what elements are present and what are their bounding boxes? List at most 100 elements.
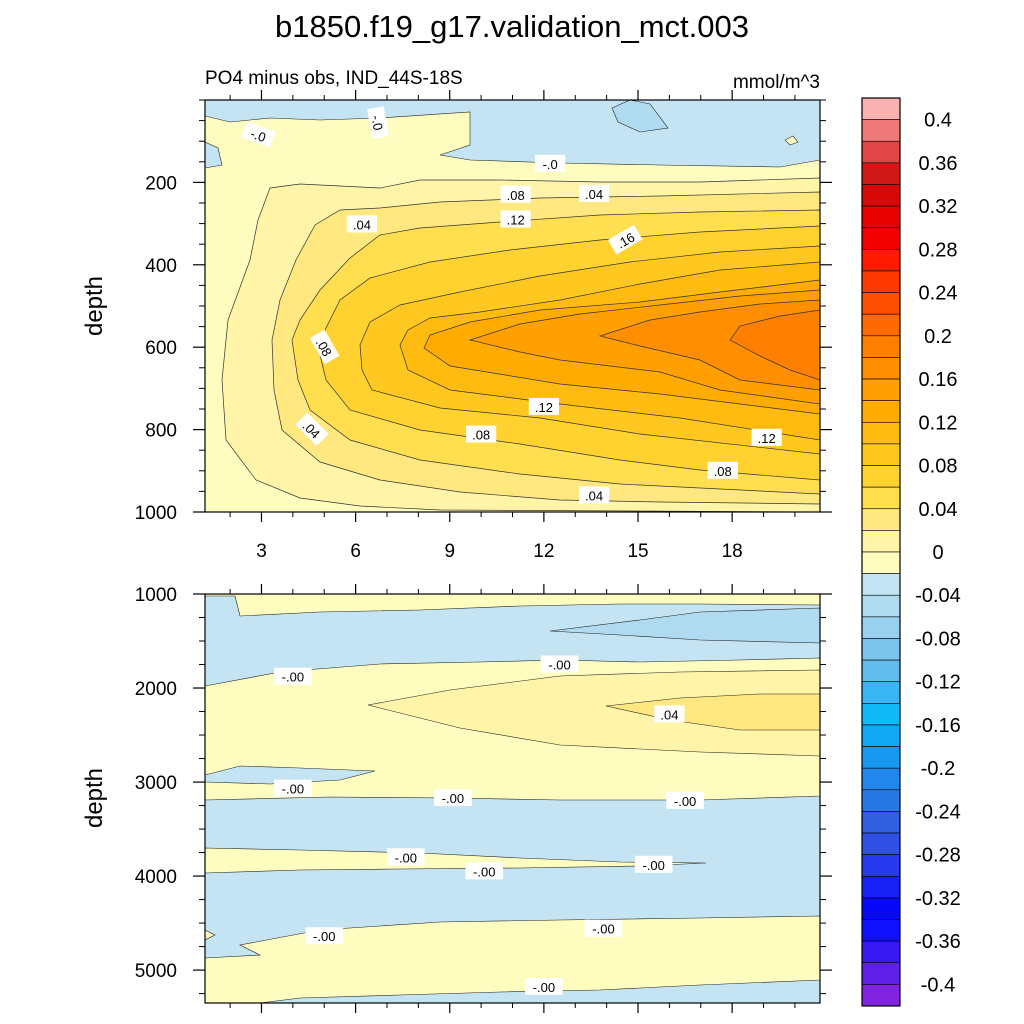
colorbar-swatch	[861, 249, 901, 272]
fill-negative-patch	[611, 100, 669, 133]
contour-label: .04	[654, 705, 685, 723]
contour-label: -.00	[465, 862, 504, 880]
contour-label: .12	[500, 210, 531, 228]
contour-label: -.0	[367, 106, 390, 139]
contour-label-text: -.00	[313, 929, 335, 944]
colorbar-label: 0.36	[919, 153, 958, 175]
chart-title: b1850.f19_g17.validation_mct.003	[275, 9, 749, 44]
colorbar-label: -0.2	[921, 758, 955, 780]
colorbar-swatch	[861, 270, 901, 293]
y-tick-label: 1000	[135, 503, 177, 524]
colorbar-swatch	[861, 421, 901, 445]
colorbar-swatch	[861, 875, 901, 899]
contour-label-text: .04	[660, 707, 678, 722]
contour-label: -.00	[305, 927, 344, 945]
colorbar-swatch	[861, 940, 901, 964]
colorbar-swatch	[861, 400, 901, 423]
contour-label-box	[434, 789, 472, 807]
colorbar-swatch	[861, 789, 901, 812]
colorbar-swatch	[861, 292, 901, 315]
contour-label: .04	[346, 215, 377, 233]
contour-label-box	[540, 655, 579, 673]
fill-0.02-to-0.04	[367, 669, 820, 757]
colorbar-swatch	[861, 140, 901, 164]
contour-label-box	[466, 425, 497, 443]
fill-negative-left	[205, 141, 223, 169]
fill-positive-4800-5300m	[205, 915, 820, 1003]
contour-label-box	[584, 919, 623, 937]
contour-label-box	[305, 927, 344, 945]
colorbar-label: -0.24	[915, 801, 961, 823]
contour-label: -.0	[535, 154, 566, 172]
colorbar-frame	[861, 97, 901, 1007]
contour-label-box	[528, 397, 559, 415]
colorbar-swatch	[861, 984, 901, 1007]
contour-label-text: -.00	[282, 670, 304, 685]
contour-label: .08	[466, 425, 497, 443]
colorbar-swatch	[861, 378, 901, 401]
contour-label-box	[274, 667, 312, 685]
contour-label-text: .12	[507, 212, 525, 227]
y-tick-label: 400	[145, 256, 177, 277]
colorbar-label: 0.12	[919, 412, 958, 434]
colorbar-swatch	[861, 335, 901, 358]
upper-ticks: 3 6 9 12 15 18 200 400 600 800 1000	[135, 90, 832, 562]
colorbar-swatch	[861, 530, 901, 553]
chart-subtitle: PO4 minus obs, IND_44S-18S	[205, 68, 463, 89]
contour-label-box	[535, 154, 566, 172]
contour-label-text: -.00	[548, 658, 570, 673]
contour-label-box	[578, 184, 610, 202]
y-tick-label: 4000	[135, 867, 177, 888]
colorbar-swatch	[861, 897, 901, 920]
colorbar-swatch	[861, 659, 901, 683]
contour-label-box	[295, 412, 329, 446]
contour-label: -.00	[525, 978, 563, 996]
x-tick-label: 12	[533, 541, 554, 562]
colorbar-swatch	[861, 638, 901, 661]
colorbar-swatch	[861, 508, 901, 531]
x-tick-label: 18	[722, 541, 743, 562]
contour-label: .04	[578, 184, 610, 202]
contour-label-box	[525, 978, 563, 996]
contour-label-text: .08	[507, 188, 525, 203]
contour-label-box	[578, 486, 610, 504]
fill-negative-2900m	[205, 765, 376, 785]
contour-label-box	[387, 848, 425, 866]
contour-label: -.00	[584, 919, 623, 937]
upper-contour-labels: -.0-.0-.0.04.04.08.12.16.08.04.08.12.12.…	[241, 106, 782, 504]
x-tick-label: 6	[350, 541, 361, 562]
contour-label-box	[367, 106, 390, 139]
contour-label-text: -.0	[543, 157, 558, 172]
colorbar-label: -0.16	[915, 715, 961, 737]
contour-label: .08	[500, 185, 531, 203]
contour-label-box	[346, 215, 377, 233]
contour-label-text: .04	[585, 489, 603, 504]
colorbar-label: 0.04	[919, 499, 958, 521]
colorbar-label: 0.4	[924, 110, 952, 132]
colorbar-swatch	[861, 681, 901, 704]
contour-label-text: -.00	[592, 922, 614, 937]
contour-label: .04	[578, 486, 610, 504]
fill-negative-surface	[205, 100, 820, 168]
contour-label-box	[751, 428, 782, 446]
colorbar-swatch	[861, 162, 901, 185]
x-tick-label: 3	[256, 541, 267, 562]
lower-contour-labels: -.00 -.00 .04 -.00 -.00 -.00 -.00 -.00 -.00 -.00 -…	[274, 655, 704, 996]
contour-label-box	[274, 779, 312, 797]
upper-contour-fills	[205, 100, 820, 512]
contour-label-text: -.00	[533, 980, 555, 995]
contour-label-text: -.0	[248, 126, 267, 145]
colorbar-swatch	[861, 746, 901, 769]
contour-label-box	[465, 862, 504, 880]
fill-positive-speck	[784, 135, 799, 146]
y-tick-label: 200	[145, 173, 177, 194]
contour-label: -.00	[387, 848, 425, 866]
colorbar-label: -0.08	[915, 628, 961, 650]
colorbar-swatch	[861, 313, 901, 337]
lower-ticks: 1000 2000 3000 4000 5000	[135, 584, 832, 1013]
upper-y-axis-label: depth	[81, 276, 108, 336]
y-tick-label: 2000	[135, 679, 177, 700]
y-tick-label: 600	[145, 338, 177, 359]
contour-label: -.00	[634, 855, 673, 873]
